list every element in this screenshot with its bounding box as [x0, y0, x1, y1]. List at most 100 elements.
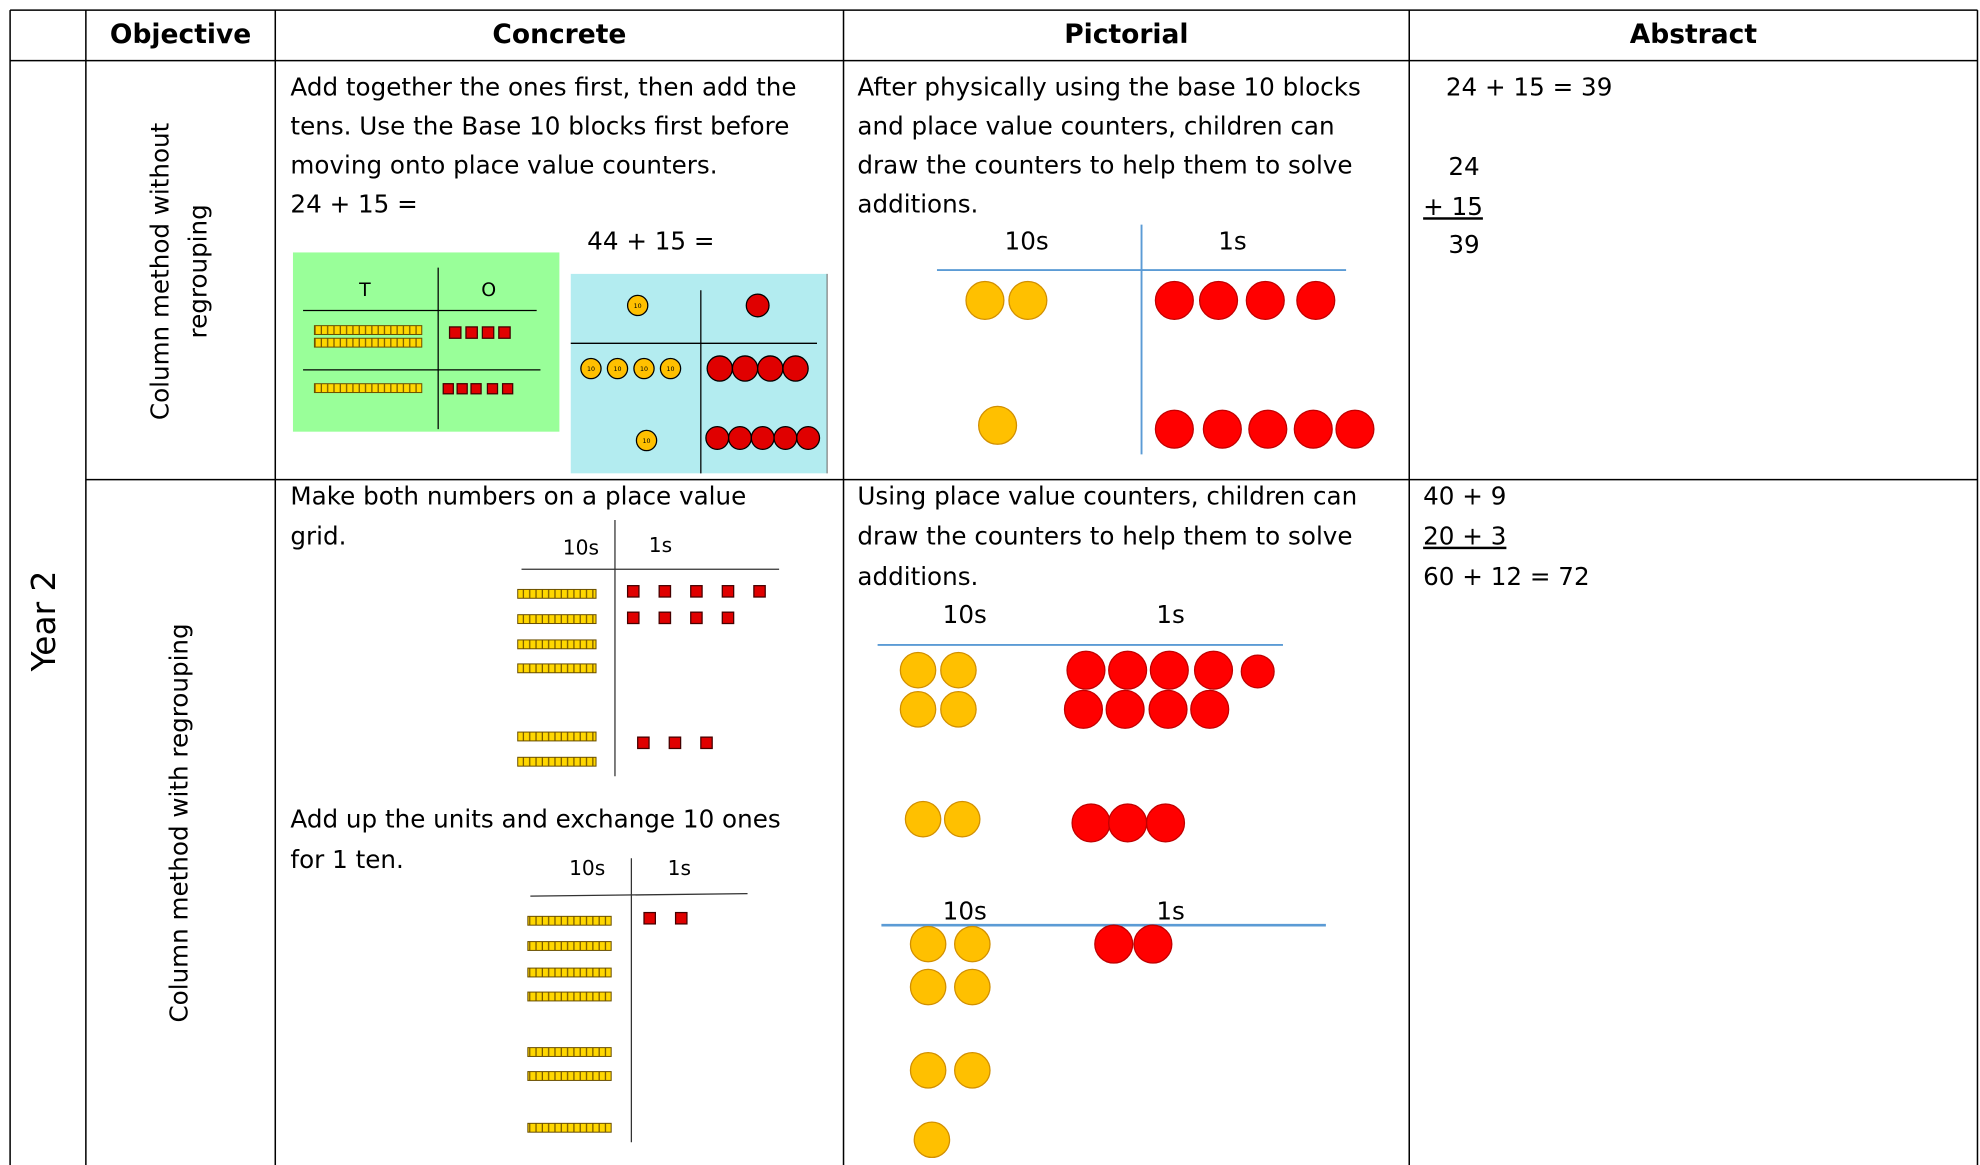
one-cube: [481, 326, 495, 339]
one-cube: [442, 383, 454, 395]
one-cube: [626, 611, 640, 625]
abstract-line: 24 + 15 = 39: [1446, 72, 1613, 101]
concrete-text: moving onto place value counters.: [290, 151, 717, 180]
ten-counter: [659, 357, 682, 380]
ten-rod: [517, 663, 597, 674]
tens-counter: [943, 800, 981, 838]
concrete-text: 24 + 15 =: [290, 190, 417, 219]
pictorial-text: draw the counters to help them to solve: [857, 522, 1352, 551]
counter-label: 10: [634, 303, 642, 310]
ones-counter: [1193, 650, 1234, 690]
abstract-line: 20 + 3: [1423, 522, 1506, 551]
tens-counter: [954, 1052, 991, 1089]
ten-rod: [313, 383, 423, 394]
tens-counter: [899, 651, 937, 689]
concrete-text: Make both numbers on a place value: [290, 481, 746, 510]
ones-counter: [1145, 803, 1186, 843]
tens-counter: [965, 280, 1005, 320]
ones-counter: [1240, 654, 1275, 689]
ones-counter: [1108, 803, 1148, 843]
concrete-text: Add together the ones first, then add th…: [290, 72, 796, 101]
ones-counter: [1108, 650, 1148, 690]
one-cube: [668, 736, 682, 750]
ones-counter: [1248, 409, 1288, 449]
counter-label: 10: [613, 366, 621, 373]
counter-label: 10: [587, 366, 595, 373]
ten-rod: [527, 1071, 612, 1081]
abstract-line: + 15: [1423, 192, 1483, 221]
tens-counter: [978, 405, 1018, 445]
ones-counter: [1071, 803, 1111, 843]
tens-counter: [909, 968, 947, 1006]
one-counter: [731, 355, 759, 382]
ten-counter: [633, 357, 655, 380]
abstract-line: 60 + 12 = 72: [1423, 562, 1590, 591]
tens-counter: [1008, 280, 1048, 320]
one-cube: [690, 611, 703, 625]
one-counter: [796, 425, 821, 450]
tens-counter: [954, 925, 991, 963]
pictorial-text: Using place value counters, children can: [857, 481, 1357, 510]
one-cube: [658, 611, 672, 625]
one-counter: [773, 425, 798, 450]
one-cube: [753, 585, 766, 598]
objective-label: regrouping: [184, 204, 213, 338]
ones-counter: [1149, 650, 1189, 690]
ones-counter: [1133, 924, 1173, 964]
pictorial-text: additions.: [857, 190, 978, 219]
one-cube: [637, 736, 650, 750]
ten-rod: [517, 731, 597, 742]
year-label: Year 2: [25, 571, 63, 673]
pictorial-text: additions.: [857, 562, 978, 591]
one-counter: [705, 425, 730, 450]
grid-label: 1s: [668, 856, 691, 880]
ten-rod: [527, 1047, 612, 1057]
tens-counter: [940, 651, 977, 689]
grid-label: O: [481, 279, 496, 301]
tens-counter: [909, 1052, 947, 1089]
one-cube: [700, 736, 713, 750]
one-cube: [498, 326, 511, 339]
ten-counter: [635, 429, 658, 452]
ten-rod: [517, 614, 597, 625]
ten-rod: [527, 991, 612, 1002]
one-counter: [782, 355, 809, 382]
abstract-line: 39: [1448, 230, 1479, 259]
ten-rod: [517, 588, 597, 599]
ones-counter: [1154, 280, 1194, 320]
ones-counter: [1198, 280, 1239, 320]
ten-rod: [517, 756, 597, 767]
rule: [530, 892, 748, 897]
one-cube: [470, 383, 482, 395]
tens-counter: [940, 691, 977, 728]
ones-counter: [1094, 924, 1134, 964]
concrete-text: tens. Use the Base 10 blocks first befor…: [290, 111, 789, 140]
counter-label: 10: [640, 366, 648, 373]
concrete-text: grid.: [290, 522, 346, 551]
grid-label: T: [358, 279, 371, 301]
grid-label: 1s: [1156, 600, 1184, 629]
counter-label: 10: [667, 366, 675, 373]
one-counter: [757, 355, 784, 382]
concrete-text: Add up the units and exchange 10 ones: [290, 804, 780, 833]
one-cube: [501, 383, 514, 395]
tens-counter: [909, 925, 947, 963]
grid-label: 10s: [563, 536, 599, 560]
grid-label: 1s: [1218, 226, 1246, 255]
grid-label: 10s: [943, 600, 987, 629]
tens-counter: [954, 968, 991, 1006]
ones-counter: [1335, 409, 1375, 449]
column-header: Pictorial: [1064, 19, 1188, 50]
one-cube: [674, 911, 688, 925]
ten-rod: [313, 337, 423, 348]
ten-counter: [606, 357, 629, 380]
pictorial-text: draw the counters to help them to solve: [857, 151, 1352, 180]
ones-counter: [1105, 689, 1145, 729]
ten-rod: [517, 639, 597, 650]
one-cube: [721, 585, 735, 598]
ten-rod: [527, 967, 612, 978]
one-cube: [690, 585, 703, 598]
ten-rod: [313, 325, 423, 335]
